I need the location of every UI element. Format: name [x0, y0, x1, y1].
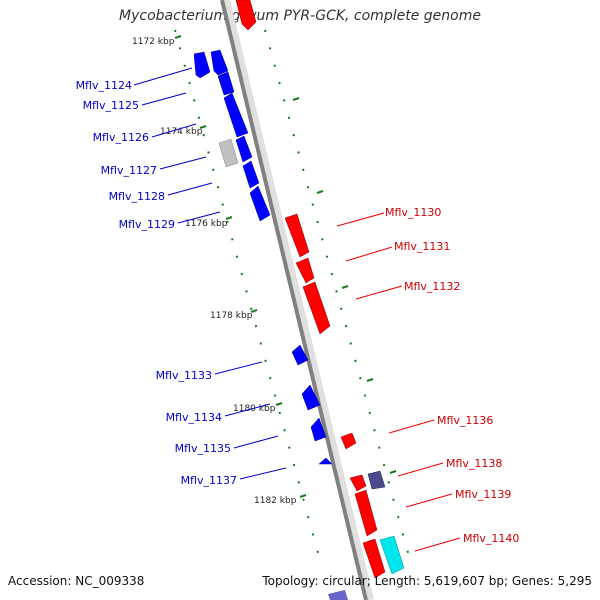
major-tick: [389, 470, 397, 474]
gene-label-mflv-1130[interactable]: Mflv_1130: [385, 206, 441, 219]
gene-label-mflv-1133[interactable]: Mflv_1133: [156, 369, 212, 382]
gene-label-mflv-1139[interactable]: Mflv_1139: [455, 488, 511, 501]
leader-line: [159, 156, 207, 170]
gene-arrow-mflv-1140[interactable]: [362, 538, 386, 579]
gene-label-mflv-1134[interactable]: Mflv_1134: [166, 411, 222, 424]
gene-arrow-mflv-1128[interactable]: [242, 160, 260, 189]
gene-arrow-mflv-1131[interactable]: [295, 257, 315, 284]
right-tick-track: [264, 29, 411, 561]
accession-text: Accession: NC_009338: [8, 574, 145, 588]
major-tick: [225, 216, 233, 220]
kbp-label: 1180 kbp: [233, 404, 276, 414]
gene-arrow-mflv-1129[interactable]: [249, 185, 271, 222]
gene-label-mflv-1137[interactable]: Mflv_1137: [181, 474, 237, 487]
leader-line: [233, 435, 279, 449]
gene-arrow-mflv-1125a[interactable]: [210, 49, 229, 76]
gene-arrow-mflv-1139[interactable]: [354, 489, 378, 537]
gene-label-mflv-1132[interactable]: Mflv_1132: [404, 280, 460, 293]
topology-text: Topology: circular; Length: 5,619,607 bp…: [262, 574, 592, 588]
leader-line: [239, 467, 287, 480]
major-tick: [366, 378, 374, 382]
major-tick: [341, 285, 349, 289]
leader-line: [214, 361, 263, 375]
gene-label-mflv-1127[interactable]: Mflv_1127: [101, 164, 157, 177]
map-title: Mycobacterium gilvum PYR-GCK, complete g…: [119, 8, 481, 24]
leader-line: [177, 211, 221, 224]
major-tick: [275, 402, 283, 406]
gene-arrow-mflv-1127-gray[interactable]: [218, 138, 239, 168]
gene-arrow-mflv-1132[interactable]: [302, 281, 331, 335]
leader-line: [151, 123, 197, 138]
gene-arrow-mflv-1134[interactable]: [301, 384, 321, 411]
leader-line: [141, 92, 187, 106]
gene-arrow-mflv-1136[interactable]: [340, 432, 357, 450]
leader-line: [414, 537, 461, 552]
gene-arrow-mflv-1124[interactable]: [193, 51, 211, 79]
backbone-line: [220, 0, 368, 600]
leader-line: [336, 212, 385, 227]
gene-arrow-cyan[interactable]: [379, 535, 405, 575]
gene-label-mflv-1124[interactable]: Mflv_1124: [76, 79, 132, 92]
gene-label-mflv-1129[interactable]: Mflv_1129: [119, 218, 175, 231]
leader-line: [167, 182, 213, 196]
kbp-label: 1178 kbp: [210, 311, 253, 321]
gene-arrow-mflv-1138[interactable]: [349, 474, 367, 492]
leader-line: [397, 462, 444, 477]
gene-label-mflv-1125[interactable]: Mflv_1125: [83, 99, 139, 112]
gene-label-mflv-1140[interactable]: Mflv_1140: [463, 532, 519, 545]
leader-line: [224, 403, 271, 417]
gene-arrow-bottom[interactable]: [328, 590, 348, 600]
leader-line: [405, 493, 453, 508]
gene-label-mflv-1135[interactable]: Mflv_1135: [175, 442, 231, 455]
gene-arrow-top[interactable]: [235, 0, 257, 31]
kbp-label: 1174 kbp: [160, 127, 203, 137]
backbone-shadow: [222, 0, 374, 600]
gene-arrow-mflv-1127[interactable]: [235, 135, 253, 163]
gene-label-mflv-1131[interactable]: Mflv_1131: [394, 240, 450, 253]
gene-arrow-mflv-1126[interactable]: [223, 92, 249, 138]
left-tick-track: [174, 29, 321, 561]
leader-line: [345, 246, 393, 262]
leader-line: [133, 67, 193, 86]
gene-label-mflv-1128[interactable]: Mflv_1128: [109, 190, 165, 203]
gene-arrow-mflv-1130[interactable]: [284, 213, 310, 258]
major-tick: [250, 309, 258, 313]
leader-line: [355, 285, 403, 300]
gene-label-mflv-1138[interactable]: Mflv_1138: [446, 457, 502, 470]
gene-arrow-mflv-1138-slate[interactable]: [367, 470, 386, 490]
leader-line: [388, 419, 435, 434]
gene-label-mflv-1126[interactable]: Mflv_1126: [93, 131, 149, 144]
gene-label-mflv-1136[interactable]: Mflv_1136: [437, 414, 493, 427]
gene-arrow-mflv-1125[interactable]: [217, 71, 235, 96]
major-tick: [174, 35, 182, 39]
gene-arrow-mflv-1137[interactable]: [318, 457, 333, 465]
major-tick: [292, 97, 300, 101]
kbp-label: 1176 kbp: [185, 219, 228, 229]
gene-arrow-mflv-1133[interactable]: [291, 344, 309, 366]
major-tick: [316, 190, 324, 194]
kbp-label: 1172 kbp: [132, 37, 175, 47]
major-tick: [199, 125, 207, 129]
gene-arrow-mflv-1135[interactable]: [310, 417, 327, 442]
major-tick: [299, 494, 307, 498]
kbp-label: 1182 kbp: [254, 496, 297, 506]
